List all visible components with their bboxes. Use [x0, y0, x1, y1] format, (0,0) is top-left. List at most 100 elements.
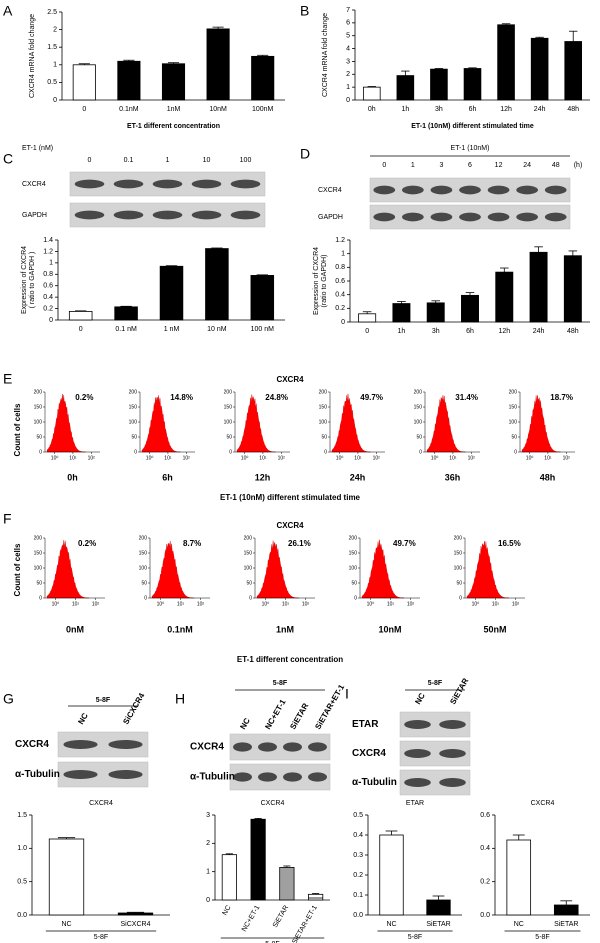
flow-y-tick-label: 0: [324, 449, 327, 455]
y-tick-label: 0.6: [43, 283, 53, 290]
flow-y-tick-label: 50: [141, 580, 147, 586]
histogram: [46, 540, 90, 599]
blot-row-label: CXCR4: [22, 181, 46, 188]
y-tick-label: 1.2: [43, 248, 53, 255]
blot-band: [459, 212, 481, 222]
x-tick-label: NC: [61, 921, 71, 928]
lane-label: 0.1: [124, 157, 134, 164]
y-tick-label: 0.5: [17, 879, 27, 886]
x-tick-label: 10nM: [209, 106, 227, 113]
y-tick-label: 0.5: [353, 812, 363, 819]
blot-band: [113, 210, 144, 220]
y-tick-label: 2.5: [47, 9, 57, 16]
flow-title: CXCR4: [276, 521, 304, 530]
y-tick-label: 3: [206, 812, 210, 819]
blot-row-label: GAPDH: [22, 212, 47, 219]
bar: [396, 75, 415, 101]
y-tick-label: 0.4: [353, 832, 363, 839]
bar: [250, 275, 275, 321]
lane-label: 1: [411, 162, 415, 169]
flow-y-tick-label: 50: [511, 434, 517, 440]
x-axis-label: ET-1 different concentration: [127, 123, 220, 130]
x-tick-label: 1h: [398, 328, 406, 335]
y-tick-label: 0: [53, 97, 57, 104]
x-tick-label: 0: [365, 328, 369, 335]
bar: [563, 255, 582, 323]
x-tick-label: 0.1nM: [119, 106, 139, 113]
blot-band: [544, 212, 567, 222]
x-tick-label: SiCXCR4: [121, 921, 151, 928]
flow-label: 50nM: [483, 624, 506, 634]
flow-y-label: Count of cells: [13, 543, 22, 596]
bar: [495, 271, 514, 323]
blot-band: [516, 185, 539, 195]
flow-y-tick-label: 200: [224, 389, 233, 395]
flow-label: 0h: [67, 472, 78, 482]
flow-x-tick-label: 10⁰: [526, 455, 534, 461]
bar: [161, 63, 186, 101]
blot-band: [233, 772, 252, 782]
y-tick-label: 0.4: [480, 845, 490, 852]
y-tick-label: 1: [341, 251, 345, 258]
bar: [251, 55, 275, 101]
bar: [362, 86, 381, 101]
blot-band: [308, 772, 327, 782]
blot-band: [258, 742, 277, 752]
blot-treatment: ET-1 (10nM): [451, 145, 490, 152]
y-tick-label: 0.4: [43, 294, 53, 301]
flow-percent: 18.7%: [550, 393, 573, 402]
histogram: [236, 394, 276, 453]
blot-band: [404, 720, 431, 729]
bar: [463, 68, 482, 101]
flow-label: 0.1nM: [167, 624, 193, 634]
flow-y-tick-label: 150: [244, 550, 253, 556]
flow-x-tick-label: 10¹: [259, 455, 267, 461]
lane-label: 24: [523, 162, 531, 169]
panel-letter: C: [3, 151, 13, 167]
histogram: [151, 540, 195, 599]
x-tick-label: 6h: [469, 106, 477, 113]
blot-row-label: α-Tubulin: [352, 777, 397, 788]
y-tick-label: 6: [346, 20, 350, 27]
flow-x-tick-label: 10⁰: [241, 455, 249, 461]
bar: [68, 311, 93, 321]
y-tick-label: 0.2: [43, 305, 53, 312]
y-axis-label: Expression of CXCR4: [313, 247, 320, 315]
blot-band: [152, 179, 183, 189]
blot-row-label: CXCR4: [15, 739, 49, 750]
bar: [205, 248, 229, 321]
histogram: [466, 541, 510, 599]
flow-y-tick-label: 50: [131, 434, 137, 440]
blot-band: [487, 212, 510, 222]
x-axis-label: ET-1 (10nM) different stimulated time: [411, 123, 534, 130]
x-tick-label: 6h: [466, 328, 474, 335]
lane-label: 10: [203, 157, 211, 164]
flow-y-tick-label: 150: [139, 550, 148, 556]
flow-y-tick-label: 0: [229, 449, 232, 455]
blot-band: [230, 210, 261, 220]
blot-band: [230, 179, 261, 189]
y-tick-label: 3: [346, 58, 350, 65]
flow-label: 0nM: [66, 624, 84, 634]
blot-treatment: 5-8F: [273, 680, 288, 687]
x-tick-label: NC: [222, 904, 233, 916]
flow-label: 36h: [445, 472, 461, 482]
x-tick-label: 0h: [368, 106, 376, 113]
histogram: [426, 395, 466, 453]
y-tick-label: 5: [346, 33, 350, 40]
flow-title: CXCR4: [276, 375, 304, 384]
y-tick-label: 0.0: [353, 912, 363, 919]
lane-label: NC: [238, 716, 252, 731]
flow-y-tick-label: 150: [414, 404, 423, 410]
flow-y-tick-label: 150: [34, 550, 43, 556]
blot-band: [402, 212, 424, 222]
blot-band: [108, 740, 143, 749]
flow-y-tick-label: 0: [39, 595, 42, 601]
lane-label: SiETAR: [288, 701, 310, 731]
x-tick-label: NC: [386, 921, 396, 928]
lane-label: SiCXCR4: [121, 691, 146, 726]
flow-y-tick-label: 0: [249, 595, 252, 601]
y-axis-label: CXCR4 mRNA fold change: [322, 13, 329, 97]
x-tick-label: 24h: [534, 106, 546, 113]
y-tick-label: 1: [206, 869, 210, 876]
